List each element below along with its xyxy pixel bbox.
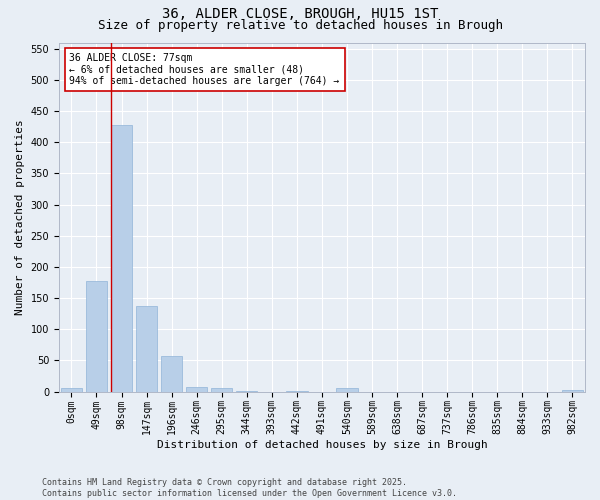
Bar bbox=[86, 280, 107, 392]
Bar bbox=[61, 388, 82, 392]
Bar bbox=[161, 356, 182, 392]
Bar bbox=[562, 390, 583, 392]
Bar bbox=[211, 388, 232, 392]
Y-axis label: Number of detached properties: Number of detached properties bbox=[15, 119, 25, 315]
Bar bbox=[111, 125, 132, 392]
Bar bbox=[337, 388, 358, 392]
Bar bbox=[286, 391, 308, 392]
Text: Contains HM Land Registry data © Crown copyright and database right 2025.
Contai: Contains HM Land Registry data © Crown c… bbox=[42, 478, 457, 498]
Bar bbox=[236, 391, 257, 392]
Text: 36, ALDER CLOSE, BROUGH, HU15 1ST: 36, ALDER CLOSE, BROUGH, HU15 1ST bbox=[162, 8, 438, 22]
Text: 36 ALDER CLOSE: 77sqm
← 6% of detached houses are smaller (48)
94% of semi-detac: 36 ALDER CLOSE: 77sqm ← 6% of detached h… bbox=[70, 53, 340, 86]
Bar bbox=[136, 306, 157, 392]
Text: Size of property relative to detached houses in Brough: Size of property relative to detached ho… bbox=[97, 19, 503, 32]
Bar bbox=[186, 386, 208, 392]
X-axis label: Distribution of detached houses by size in Brough: Distribution of detached houses by size … bbox=[157, 440, 487, 450]
